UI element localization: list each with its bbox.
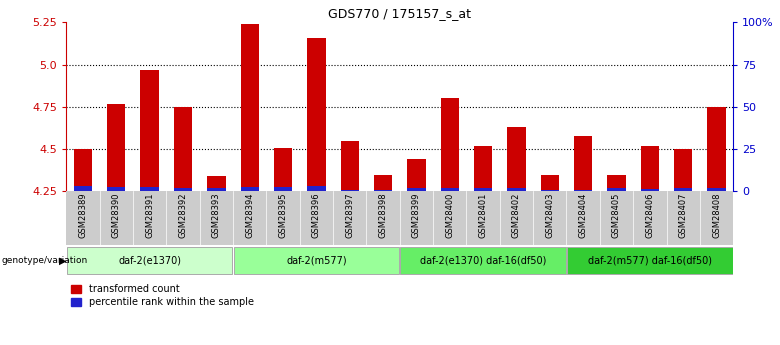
Bar — [140, 70, 159, 191]
Text: GSM28392: GSM28392 — [179, 193, 187, 238]
Bar — [707, 107, 725, 191]
FancyBboxPatch shape — [234, 246, 399, 275]
Bar — [474, 188, 492, 191]
Bar — [341, 190, 359, 191]
Bar — [533, 191, 566, 245]
Text: GSM28406: GSM28406 — [645, 193, 654, 238]
Bar — [507, 127, 526, 191]
Bar — [600, 191, 633, 245]
Bar — [399, 191, 433, 245]
Bar — [240, 187, 259, 191]
Bar — [566, 191, 600, 245]
Bar — [300, 191, 333, 245]
Text: GSM28390: GSM28390 — [112, 193, 121, 238]
Bar — [374, 190, 392, 191]
Text: GSM28393: GSM28393 — [212, 193, 221, 238]
Bar — [374, 175, 392, 191]
Text: daf-2(e1370) daf-16(df50): daf-2(e1370) daf-16(df50) — [420, 256, 546, 265]
Bar — [333, 191, 367, 245]
Bar — [107, 104, 126, 191]
Text: GSM28402: GSM28402 — [512, 193, 521, 238]
Bar — [507, 188, 526, 191]
Bar — [500, 191, 533, 245]
Bar — [633, 191, 666, 245]
Bar — [474, 146, 492, 191]
Bar — [74, 149, 92, 191]
Bar — [433, 191, 466, 245]
Bar — [466, 191, 500, 245]
Text: daf-2(m577): daf-2(m577) — [286, 256, 346, 265]
Bar — [441, 99, 459, 191]
Bar — [66, 191, 100, 245]
Text: daf-2(m577) daf-16(df50): daf-2(m577) daf-16(df50) — [588, 256, 712, 265]
Text: genotype/variation: genotype/variation — [2, 256, 88, 265]
Text: GSM28394: GSM28394 — [245, 193, 254, 238]
Bar — [367, 191, 399, 245]
Text: GSM28395: GSM28395 — [278, 193, 288, 238]
Text: GSM28401: GSM28401 — [479, 193, 488, 238]
Bar — [266, 191, 300, 245]
Bar — [574, 190, 592, 191]
Bar — [674, 188, 693, 191]
Text: GSM28391: GSM28391 — [145, 193, 154, 238]
Bar — [441, 188, 459, 191]
Text: GSM28398: GSM28398 — [378, 193, 388, 238]
Bar — [100, 191, 133, 245]
Bar — [274, 148, 292, 191]
Bar — [700, 191, 733, 245]
Bar — [74, 186, 92, 191]
FancyBboxPatch shape — [567, 246, 732, 275]
Bar — [341, 141, 359, 191]
FancyBboxPatch shape — [400, 246, 566, 275]
Bar — [608, 188, 626, 191]
Text: GSM28400: GSM28400 — [445, 193, 454, 238]
Text: daf-2(e1370): daf-2(e1370) — [118, 256, 181, 265]
Bar — [133, 191, 166, 245]
Bar — [674, 149, 693, 191]
Text: GSM28404: GSM28404 — [579, 193, 587, 238]
Text: GSM28397: GSM28397 — [346, 193, 354, 238]
Bar — [640, 146, 659, 191]
Text: GSM28405: GSM28405 — [612, 193, 621, 238]
Bar — [207, 176, 225, 191]
Text: ▶: ▶ — [59, 256, 67, 265]
Legend: transformed count, percentile rank within the sample: transformed count, percentile rank withi… — [71, 284, 254, 307]
Bar — [200, 191, 233, 245]
Bar — [233, 191, 266, 245]
Text: GSM28408: GSM28408 — [712, 193, 721, 238]
Bar — [574, 136, 592, 191]
FancyBboxPatch shape — [67, 246, 232, 275]
Bar — [407, 159, 426, 191]
Text: GSM28396: GSM28396 — [312, 193, 321, 238]
Title: GDS770 / 175157_s_at: GDS770 / 175157_s_at — [328, 7, 471, 20]
Bar — [608, 175, 626, 191]
Text: GSM28407: GSM28407 — [679, 193, 688, 238]
Bar — [107, 187, 126, 191]
Bar — [166, 191, 200, 245]
Text: GSM28403: GSM28403 — [545, 193, 555, 238]
Bar — [407, 188, 426, 191]
Bar — [174, 107, 192, 191]
Bar — [140, 187, 159, 191]
Bar — [541, 190, 559, 191]
Bar — [307, 186, 325, 191]
Text: GSM28399: GSM28399 — [412, 193, 421, 238]
Bar — [274, 187, 292, 191]
Bar — [541, 175, 559, 191]
Bar — [707, 188, 725, 191]
Bar — [640, 189, 659, 191]
Bar — [666, 191, 700, 245]
Bar — [240, 24, 259, 191]
Text: GSM28389: GSM28389 — [79, 193, 87, 238]
Bar — [207, 188, 225, 191]
Bar — [174, 188, 192, 191]
Bar — [307, 38, 325, 191]
